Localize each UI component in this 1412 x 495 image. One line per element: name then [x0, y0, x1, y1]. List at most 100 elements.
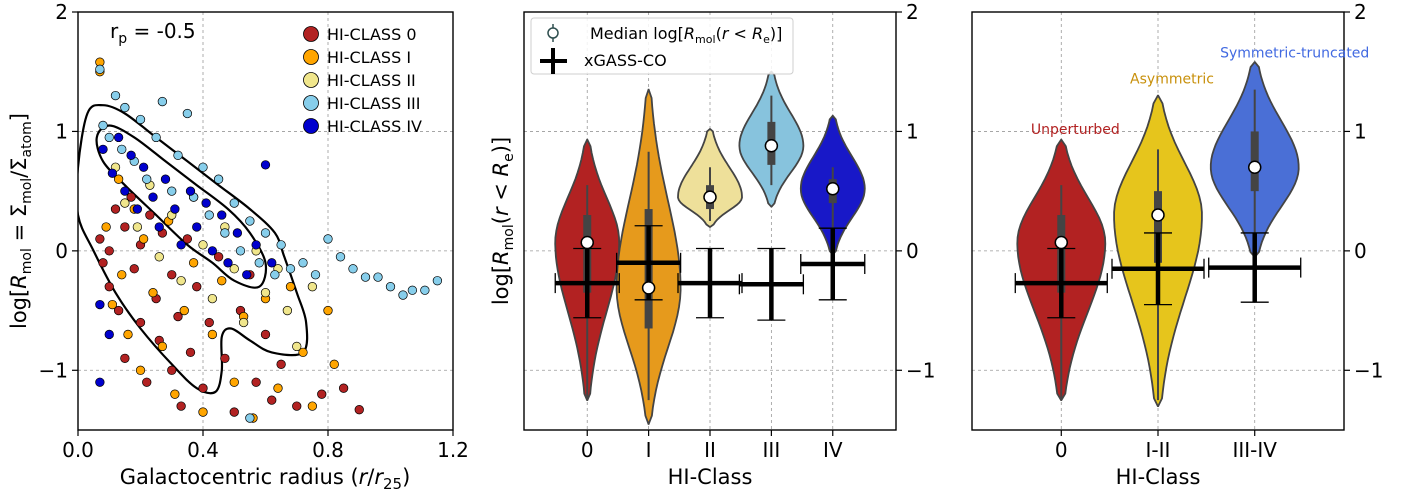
scatter-point — [245, 413, 255, 423]
x-tick-label: 0 — [1055, 438, 1068, 462]
scatter-point — [157, 96, 168, 107]
scatter-point — [323, 305, 333, 316]
scatter-point — [126, 192, 136, 202]
scatter-point — [298, 258, 308, 268]
scatter-point — [129, 264, 139, 274]
scatter-point — [407, 285, 418, 295]
scatter-point — [113, 132, 124, 143]
scatter-point — [138, 234, 149, 244]
y-tick-label: 1 — [1354, 119, 1367, 143]
scatter-point — [307, 401, 318, 411]
scatter-point — [167, 186, 177, 196]
scatter-point — [198, 240, 208, 250]
scatter-point — [220, 353, 230, 363]
scatter-point — [273, 383, 283, 393]
scatter-point — [104, 246, 114, 256]
median-marker — [641, 281, 656, 295]
scatter-point — [229, 377, 239, 387]
x-tick-label: I-II — [1146, 438, 1171, 462]
scatter-point — [270, 270, 280, 280]
scatter-point — [151, 132, 161, 143]
scatter-point — [232, 228, 243, 238]
x-tick-label: 0 — [581, 438, 594, 462]
scatter-point — [260, 329, 271, 340]
xgass-markers-classes — [554, 139, 866, 321]
scatter-point — [107, 299, 118, 310]
scatter-point — [282, 305, 293, 316]
legend-label: HI-CLASS I — [327, 48, 411, 67]
scatter-ticks: 0.0 0.4 0.8 1.2 −1 0 1 2 — [39, 0, 469, 462]
legend-box — [530, 17, 794, 75]
rp-value: = -0.5 — [127, 19, 196, 43]
scatter-point — [204, 210, 214, 220]
violin-ticks-groups: 0 I-II III-IV −1 0 1 2 — [1055, 0, 1384, 462]
scatter-point — [138, 162, 149, 172]
scatter-point — [267, 395, 277, 405]
x-tick-label: 0.8 — [312, 438, 344, 462]
legend-marker — [303, 118, 319, 134]
rp-subscript: p — [118, 31, 127, 47]
scatter-point — [192, 282, 202, 292]
scatter-point — [323, 234, 333, 244]
scatter-point — [142, 174, 152, 184]
x-tick-label: III — [763, 438, 781, 462]
scatter-point — [148, 288, 158, 298]
scatter-point — [310, 270, 321, 280]
scatter-point — [176, 276, 186, 286]
violin-y-label: log[Rmol(r < Re)] — [489, 137, 517, 305]
legend-marker — [303, 72, 319, 88]
scatter-point — [120, 222, 130, 232]
scatter-point — [213, 174, 224, 184]
scatter-point — [292, 401, 302, 411]
scatter-point — [123, 329, 133, 340]
y-tick-label: 0 — [55, 239, 68, 263]
scatter-x-label: Galactocentric radius (r/r25) — [120, 465, 411, 493]
scatter-point — [113, 305, 124, 316]
scatter-point — [238, 317, 249, 328]
scatter-point — [420, 285, 430, 295]
y-tick-label: 1 — [55, 119, 68, 143]
scatter-point — [142, 377, 152, 387]
scatter-point — [207, 329, 218, 340]
scatter-point — [260, 228, 271, 238]
xgass-markers-groups — [1014, 160, 1302, 319]
scatter-point — [267, 258, 277, 268]
y-tick-label: −1 — [39, 358, 68, 382]
scatter-point — [135, 365, 146, 375]
scatter-point — [179, 305, 189, 316]
rp-label: r — [110, 19, 119, 43]
scatter-frame — [77, 11, 454, 431]
correlation-annotation: rp = -0.5 — [110, 19, 196, 47]
group-annotation: Unperturbed — [1031, 122, 1120, 138]
scatter-point — [317, 389, 327, 399]
scatter-point — [204, 317, 214, 328]
scatter-point — [160, 174, 171, 184]
scatter-point — [120, 186, 130, 196]
x-tick-label: IV — [823, 438, 843, 462]
violin-annotations: Unperturbed Asymmetric Symmetric-truncated — [1031, 45, 1369, 137]
scatter-point — [254, 258, 264, 268]
scatter-point — [120, 353, 130, 363]
scatter-point — [276, 240, 286, 250]
scatter-point — [292, 341, 302, 352]
scatter-point — [101, 222, 111, 232]
median-marker — [764, 139, 779, 153]
violin-x-label-groups: HI-Class — [1116, 465, 1201, 489]
scatter-point — [373, 272, 383, 282]
scatter-point — [335, 252, 346, 262]
scatter-legend: HI-CLASS 0 HI-CLASS I HI-CLASS II HI-CLASS … — [303, 25, 422, 136]
scatter-point — [98, 120, 108, 131]
scatter-point — [285, 264, 296, 274]
y-tick-label: 0 — [1354, 239, 1367, 263]
scatter-point — [167, 270, 177, 280]
scatter-point — [117, 270, 127, 280]
legend-label-xgass: xGASS-CO — [584, 51, 667, 70]
y-tick-label: 2 — [55, 0, 68, 24]
legend-marker — [303, 26, 319, 42]
legend-label: HI-CLASS IV — [327, 117, 422, 136]
scatter-point — [120, 102, 130, 113]
scatter-point — [185, 347, 196, 358]
